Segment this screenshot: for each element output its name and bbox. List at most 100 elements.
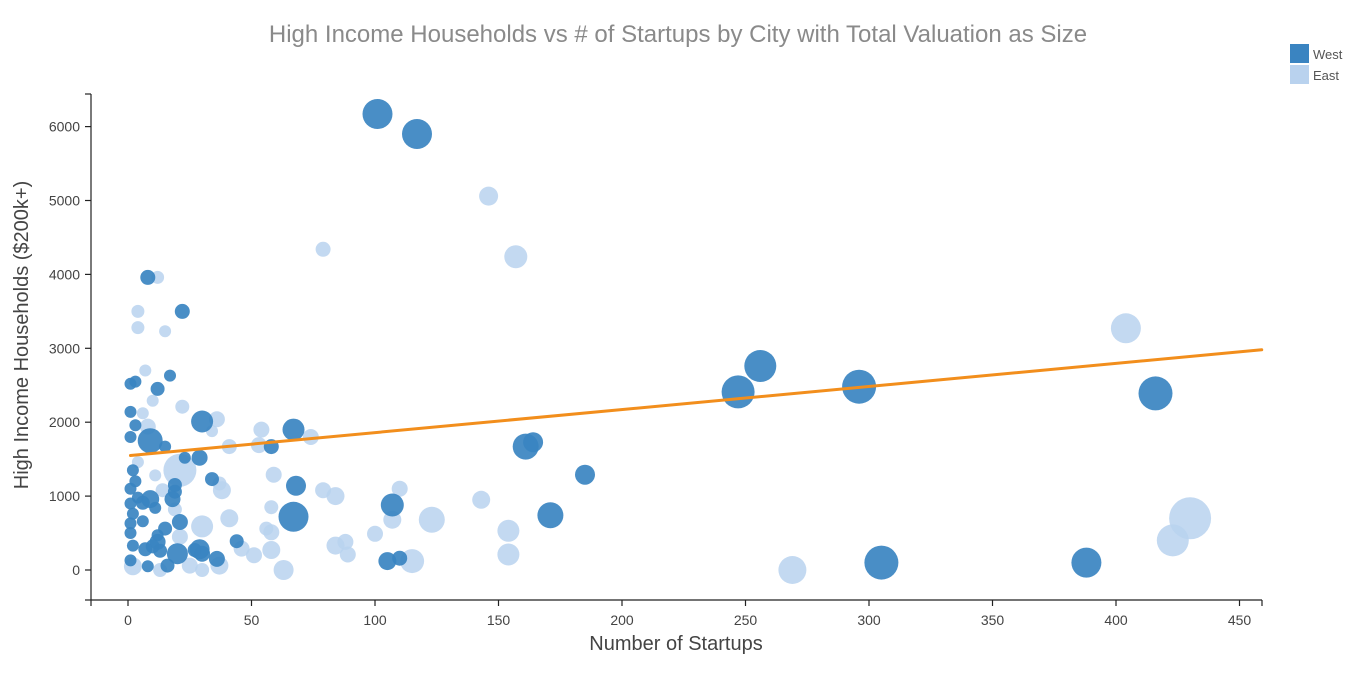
data-point-west[interactable] <box>166 543 188 565</box>
data-point-west[interactable] <box>174 303 190 319</box>
x-tick-label: 350 <box>981 612 1005 628</box>
data-point-east[interactable] <box>1169 497 1212 540</box>
data-point-west[interactable] <box>205 472 219 487</box>
data-point-east[interactable] <box>302 429 319 445</box>
data-point-west[interactable] <box>191 449 208 466</box>
data-point-east[interactable] <box>418 506 445 533</box>
data-point-east[interactable] <box>326 487 345 506</box>
data-point-east[interactable] <box>131 321 145 335</box>
data-point-west[interactable] <box>150 381 165 396</box>
data-point-east[interactable] <box>339 546 356 563</box>
data-point-west[interactable] <box>191 410 214 433</box>
data-point-east[interactable] <box>479 186 499 206</box>
data-point-west[interactable] <box>208 550 225 567</box>
data-point-east[interactable] <box>778 556 807 584</box>
data-point-west[interactable] <box>1138 376 1173 411</box>
data-point-west[interactable] <box>124 405 137 418</box>
data-point-west[interactable] <box>126 464 139 477</box>
legend-label-east: East <box>1313 68 1339 83</box>
data-point-west[interactable] <box>124 497 137 510</box>
data-point-east[interactable] <box>497 543 520 566</box>
data-point-east[interactable] <box>315 241 331 257</box>
data-point-west[interactable] <box>153 543 168 558</box>
data-point-east[interactable] <box>497 519 520 542</box>
data-point-east[interactable] <box>171 528 188 545</box>
data-point-east[interactable] <box>262 541 281 559</box>
data-point-east[interactable] <box>326 536 345 555</box>
legend-swatch-west <box>1290 44 1309 63</box>
data-point-west[interactable] <box>282 418 305 441</box>
data-point-east[interactable] <box>175 399 190 414</box>
data-point-east[interactable] <box>146 394 159 407</box>
data-point-west[interactable] <box>380 493 404 517</box>
data-point-east[interactable] <box>220 509 239 528</box>
data-point-west[interactable] <box>744 350 777 382</box>
data-point-west[interactable] <box>160 558 175 573</box>
data-point-west[interactable] <box>159 440 172 453</box>
data-point-west[interactable] <box>141 560 154 573</box>
data-point-east[interactable] <box>212 481 231 500</box>
data-point-west[interactable] <box>1071 547 1102 578</box>
data-point-east[interactable] <box>1110 313 1141 344</box>
data-point-west[interactable] <box>286 475 306 496</box>
data-point-west[interactable] <box>138 542 153 557</box>
data-point-east[interactable] <box>181 557 198 574</box>
data-point-east[interactable] <box>273 560 294 580</box>
data-point-west[interactable] <box>149 501 162 514</box>
data-point-west[interactable] <box>721 375 755 409</box>
data-point-west[interactable] <box>171 514 188 530</box>
data-point-east[interactable] <box>191 515 214 538</box>
data-point-east[interactable] <box>139 364 152 377</box>
data-point-east[interactable] <box>472 490 491 509</box>
data-point-east[interactable] <box>265 466 282 483</box>
data-point-west[interactable] <box>402 119 432 149</box>
data-point-west[interactable] <box>362 99 393 129</box>
data-point-east[interactable] <box>253 421 270 438</box>
data-point-west[interactable] <box>523 432 544 453</box>
data-point-west[interactable] <box>164 491 181 508</box>
data-point-west[interactable] <box>278 501 309 532</box>
data-point-east[interactable] <box>136 407 149 420</box>
data-point-west[interactable] <box>178 451 191 464</box>
data-point-west[interactable] <box>124 554 137 567</box>
data-point-east[interactable] <box>504 245 528 269</box>
data-point-west[interactable] <box>194 545 211 562</box>
data-point-west[interactable] <box>126 539 139 552</box>
data-point-east[interactable] <box>246 547 262 564</box>
data-point-west[interactable] <box>164 369 176 382</box>
y-tick-label: 1000 <box>49 488 80 504</box>
data-point-east[interactable] <box>250 437 267 454</box>
data-point-west[interactable] <box>864 545 899 580</box>
data-point-east[interactable] <box>195 563 210 577</box>
data-point-west[interactable] <box>137 428 163 454</box>
x-tick-label: 450 <box>1228 612 1252 628</box>
data-point-west[interactable] <box>136 515 149 528</box>
data-point-east[interactable] <box>155 483 170 498</box>
data-point-east[interactable] <box>131 304 145 318</box>
data-point-west[interactable] <box>124 527 137 539</box>
data-point-west[interactable] <box>135 495 150 510</box>
data-point-east[interactable] <box>264 500 279 515</box>
data-point-west[interactable] <box>124 517 137 530</box>
data-point-west[interactable] <box>537 502 564 529</box>
x-axis-ticks: 0 50 100 150 200 250 300 350 400 450 <box>90 600 1263 628</box>
data-point-east[interactable] <box>263 524 280 541</box>
series-west <box>124 99 1173 580</box>
data-point-east[interactable] <box>367 525 383 542</box>
data-point-west[interactable] <box>129 419 142 432</box>
data-point-west[interactable] <box>124 482 137 495</box>
x-tick-label: 200 <box>610 612 634 628</box>
x-axis-label: Number of Startups <box>589 633 762 655</box>
data-point-west[interactable] <box>378 552 397 571</box>
data-point-west[interactable] <box>140 269 156 285</box>
data-point-east[interactable] <box>149 469 162 482</box>
data-point-west[interactable] <box>229 534 244 549</box>
data-point-west[interactable] <box>129 375 142 388</box>
data-point-west[interactable] <box>126 507 139 520</box>
data-point-west[interactable] <box>392 550 408 566</box>
data-point-east[interactable] <box>391 480 408 497</box>
data-point-west[interactable] <box>575 464 595 485</box>
data-point-east[interactable] <box>159 325 172 338</box>
data-point-west[interactable] <box>124 431 137 443</box>
